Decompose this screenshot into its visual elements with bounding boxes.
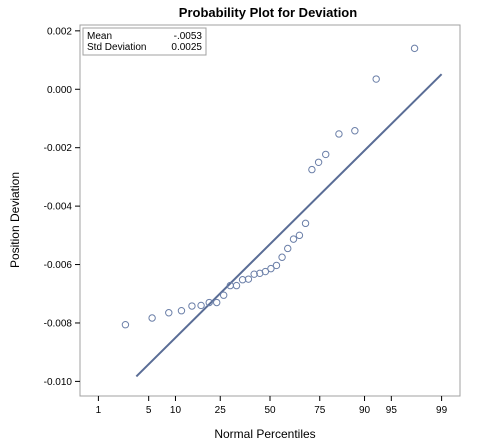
- data-point: [178, 307, 184, 313]
- data-point: [166, 310, 172, 316]
- data-point: [273, 262, 279, 268]
- y-tick-label: 0.000: [47, 85, 72, 96]
- data-point: [411, 45, 417, 51]
- data-point: [315, 159, 321, 165]
- data-point: [285, 245, 291, 251]
- data-points: [122, 45, 418, 328]
- data-point: [290, 236, 296, 242]
- inset-mean-label: Mean: [87, 31, 112, 42]
- data-point: [122, 322, 128, 328]
- data-point: [198, 302, 204, 308]
- y-tick-label: -0.004: [44, 202, 73, 213]
- data-point: [323, 151, 329, 157]
- y-tick-label: -0.010: [44, 377, 73, 388]
- y-tick-label: -0.002: [44, 143, 73, 154]
- plot-area: Mean -.0053 Std Deviation 0.0025: [80, 25, 460, 396]
- data-point: [336, 131, 342, 137]
- x-tick-label: 50: [264, 405, 276, 416]
- data-point: [302, 220, 308, 226]
- x-tick-label: 5: [146, 405, 152, 416]
- x-axis: 1 5 10 25 50 75 90 95 99: [96, 396, 448, 416]
- x-tick-label: 99: [436, 405, 448, 416]
- x-tick-label: 90: [359, 405, 371, 416]
- reference-line: [136, 74, 441, 376]
- data-point: [296, 232, 302, 238]
- x-tick-label: 1: [96, 405, 102, 416]
- y-tick-label: 0.002: [47, 26, 72, 37]
- x-axis-title: Normal Percentiles: [214, 427, 315, 441]
- statistics-inset: Mean -.0053 Std Deviation 0.0025: [83, 28, 206, 55]
- x-tick-label: 95: [386, 405, 398, 416]
- data-point: [189, 303, 195, 309]
- x-tick-label: 75: [314, 405, 326, 416]
- data-point: [214, 299, 220, 305]
- data-point: [309, 166, 315, 172]
- y-tick-label: -0.008: [44, 318, 73, 329]
- data-point: [149, 315, 155, 321]
- data-point: [220, 292, 226, 298]
- inset-std-value: 0.0025: [171, 42, 202, 53]
- inset-mean-value: -.0053: [174, 31, 203, 42]
- x-tick-label: 25: [215, 405, 227, 416]
- y-tick-label: -0.006: [44, 260, 73, 271]
- y-axis: 0.002 0.000 -0.002 -0.004 -0.006 -0.008 -0.010: [44, 26, 80, 388]
- data-point: [352, 128, 358, 134]
- chart-title: Probability Plot for Deviation: [179, 5, 357, 20]
- y-axis-title: Position Deviation: [8, 172, 22, 268]
- inset-std-label: Std Deviation: [87, 42, 146, 53]
- x-tick-label: 10: [170, 405, 182, 416]
- data-point: [279, 254, 285, 260]
- plot-frame: [80, 25, 460, 396]
- data-point: [373, 76, 379, 82]
- data-point: [233, 282, 239, 288]
